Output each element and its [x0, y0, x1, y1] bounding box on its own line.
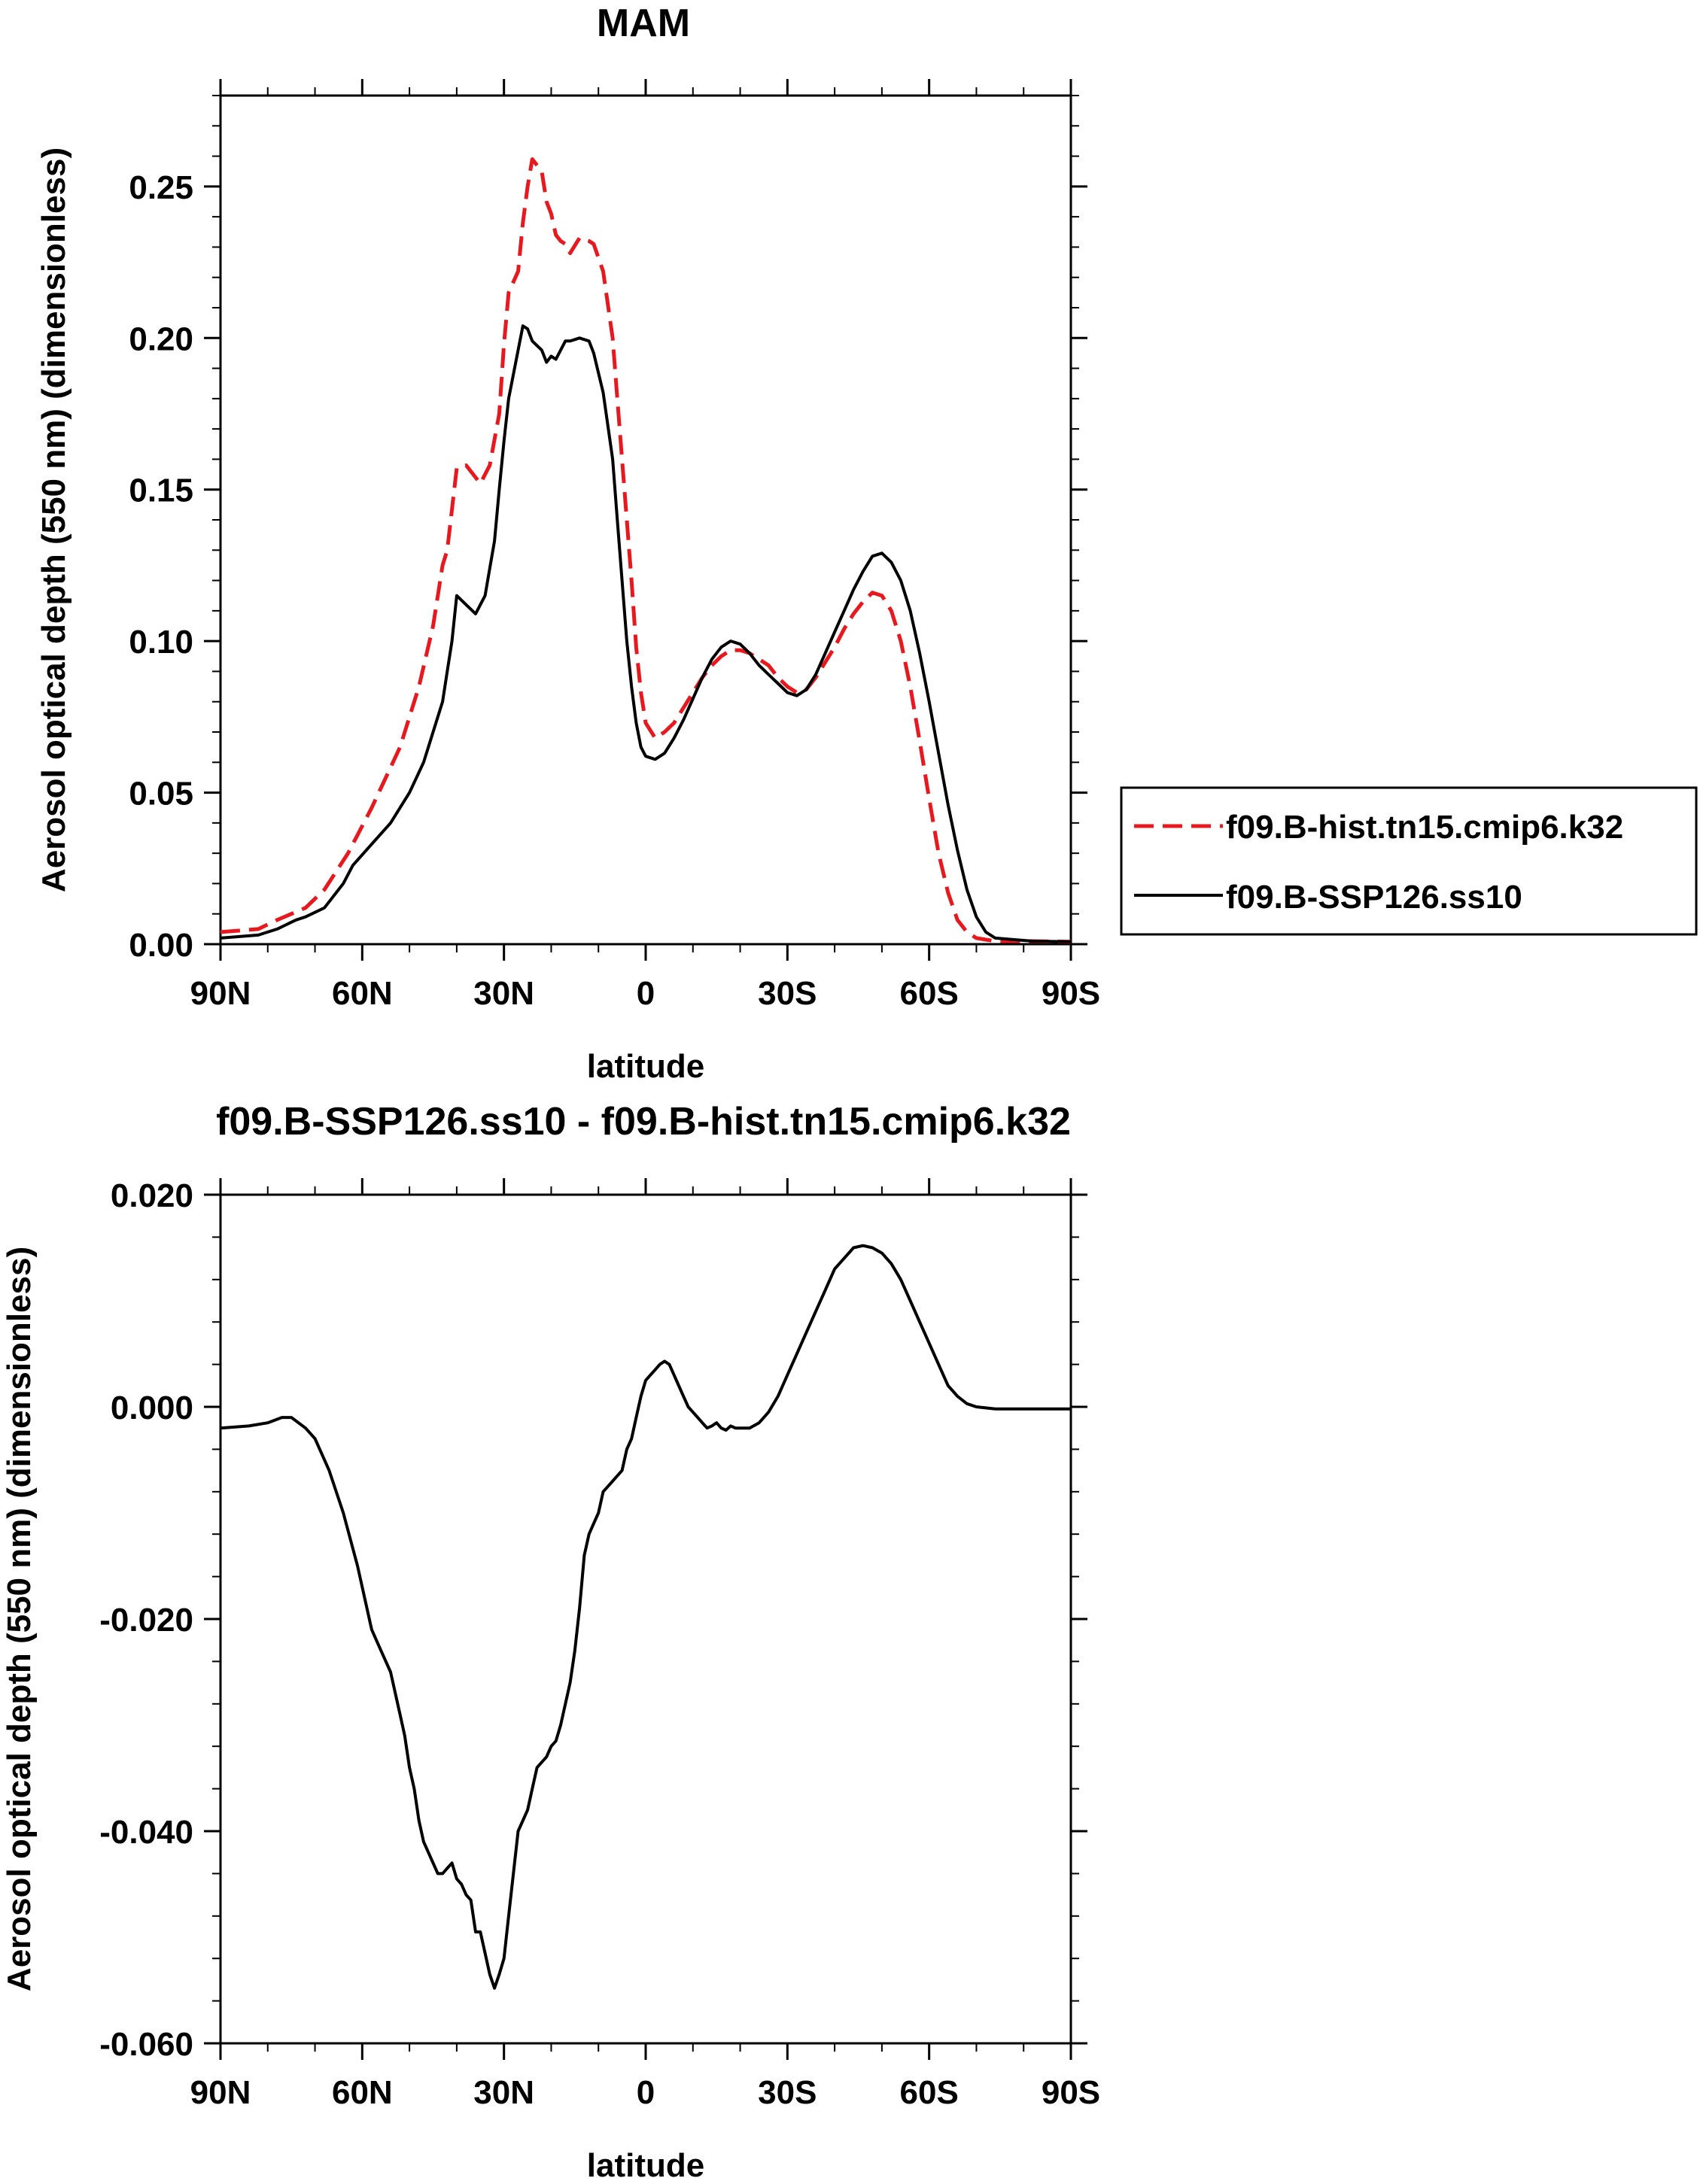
y-tick-label: 0.20: [129, 320, 193, 357]
y-tick-label: 0.25: [129, 169, 193, 206]
y-axis-label: Aerosol optical depth (550 nm) (dimensio…: [1, 1247, 38, 1991]
series-line-hist: [220, 157, 1072, 944]
y-tick-label: -0.040: [99, 1814, 193, 1851]
x-tick-label: 30N: [473, 2074, 534, 2111]
y-tick-label: 0.15: [129, 472, 193, 509]
x-tick-label: 30S: [758, 2074, 817, 2111]
series-line-ssp126: [220, 324, 1072, 943]
x-tick-label: 90S: [1042, 975, 1100, 1012]
plot-frame: [219, 1193, 1072, 2045]
x-tick-label: 0: [637, 975, 655, 1012]
x-tick-label: 90N: [190, 975, 251, 1012]
x-tick-label: 90N: [190, 2074, 251, 2111]
x-axis-label: latitude: [587, 2147, 704, 2184]
x-tick-label: 60N: [332, 975, 393, 1012]
top-panel: MAM 90N 60N 30N 0 30S 60S 90S 0.00 0.05 0.10 0.15 0…: [35, 2, 1698, 1085]
x-tick-label: 60S: [900, 2074, 959, 2111]
legend-box: [1120, 786, 1698, 936]
y-tick-label: 0.05: [129, 776, 193, 813]
x-axis-label: latitude: [587, 1048, 704, 1085]
legend-label-hist: f09.B-hist.tn15.cmip6.k32: [1226, 809, 1623, 846]
chart-title: MAM: [597, 2, 690, 45]
y-tick-label: 0.020: [111, 1177, 193, 1214]
y-tick-label: 0.10: [129, 624, 193, 661]
plot-frame: [219, 94, 1072, 946]
y-tick-label: -0.060: [99, 2026, 193, 2063]
bottom-panel: f09.B-SSP126.ss10 - f09.B-hist.tn15.cmip…: [1, 1100, 1100, 2184]
x-tick-label: 0: [637, 2074, 655, 2111]
x-tick-label: 30S: [758, 975, 817, 1012]
x-tick-label: 30N: [473, 975, 534, 1012]
x-tick-label: 60S: [900, 975, 959, 1012]
legend-label-ssp126: f09.B-SSP126.ss10: [1226, 879, 1522, 916]
legend: f09.B-hist.tn15.cmip6.k32 f09.B-SSP126.s…: [1120, 786, 1698, 936]
y-tick-label: -0.020: [99, 1602, 193, 1639]
chart-title: f09.B-SSP126.ss10 - f09.B-hist.tn15.cmip…: [216, 1100, 1071, 1144]
y-tick-label: 0.000: [111, 1390, 193, 1426]
series-line-difference: [220, 1244, 1071, 1990]
y-axis-label: Aerosol optical depth (550 nm) (dimensio…: [35, 147, 72, 892]
y-tick-label: 0.00: [129, 927, 193, 964]
x-tick-label: 90S: [1042, 2074, 1100, 2111]
x-tick-label: 60N: [332, 2074, 393, 2111]
